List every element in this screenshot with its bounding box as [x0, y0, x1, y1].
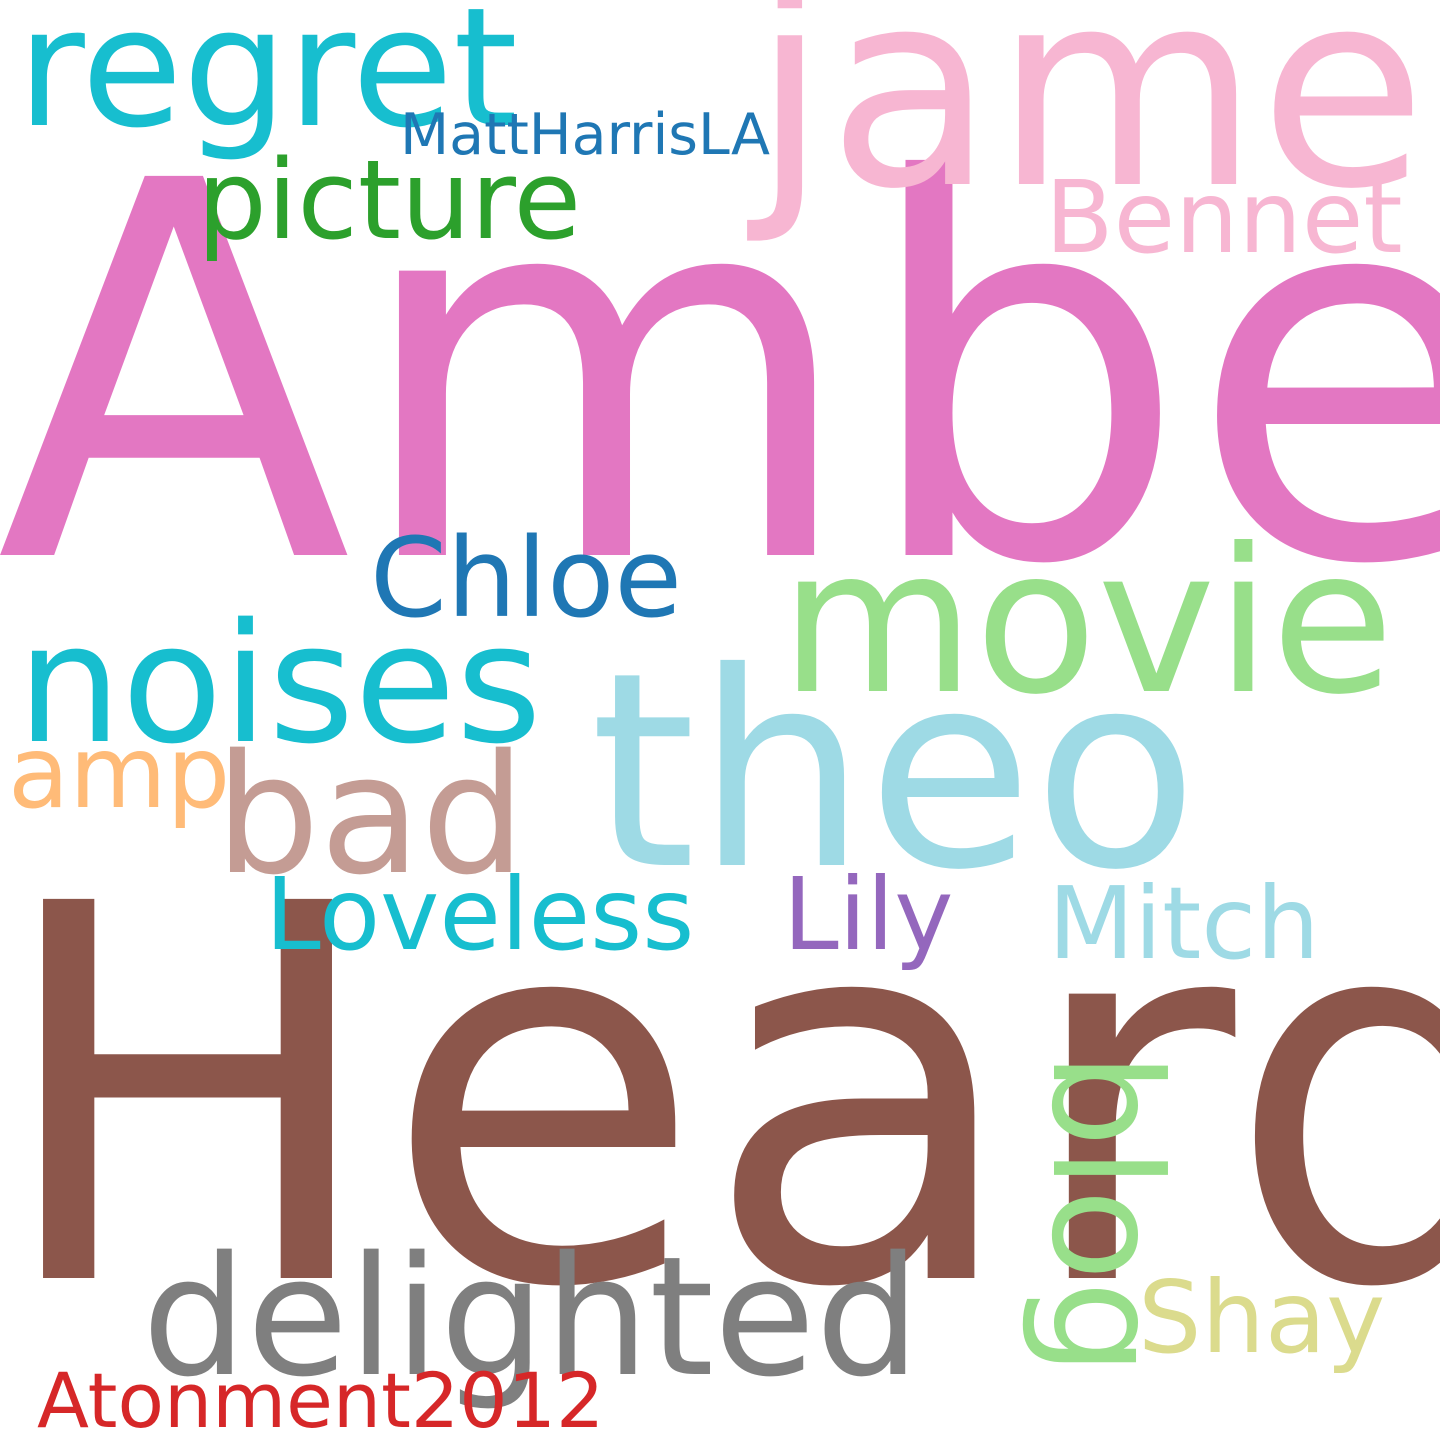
- word-picture: picture: [197, 136, 582, 264]
- word-james: james: [752, 0, 1440, 249]
- word-theo: theo: [590, 614, 1199, 929]
- word-lily: Lily: [783, 856, 954, 973]
- word-amp: amp: [8, 714, 231, 831]
- word-amber: Amber: [0, 72, 1440, 678]
- word-mitch: Mitch: [1048, 865, 1320, 982]
- word-mattharrisla: MattHarrisLA: [400, 102, 771, 168]
- word-bad: bad: [215, 719, 526, 911]
- word-bennet: Bennet: [1045, 159, 1403, 276]
- word-chloe: Chloe: [370, 514, 683, 642]
- word-atonment2012: Atonment2012: [37, 1356, 605, 1440]
- word-loveless: Loveless: [265, 856, 695, 973]
- word-shay: Shay: [1138, 1259, 1386, 1376]
- word-regret: regret: [17, 0, 518, 164]
- word-noises: noises: [17, 588, 542, 780]
- word-movie: movie: [780, 506, 1395, 739]
- word-delighted: delighted: [142, 1221, 921, 1413]
- word-heard: Heard: [0, 795, 1440, 1401]
